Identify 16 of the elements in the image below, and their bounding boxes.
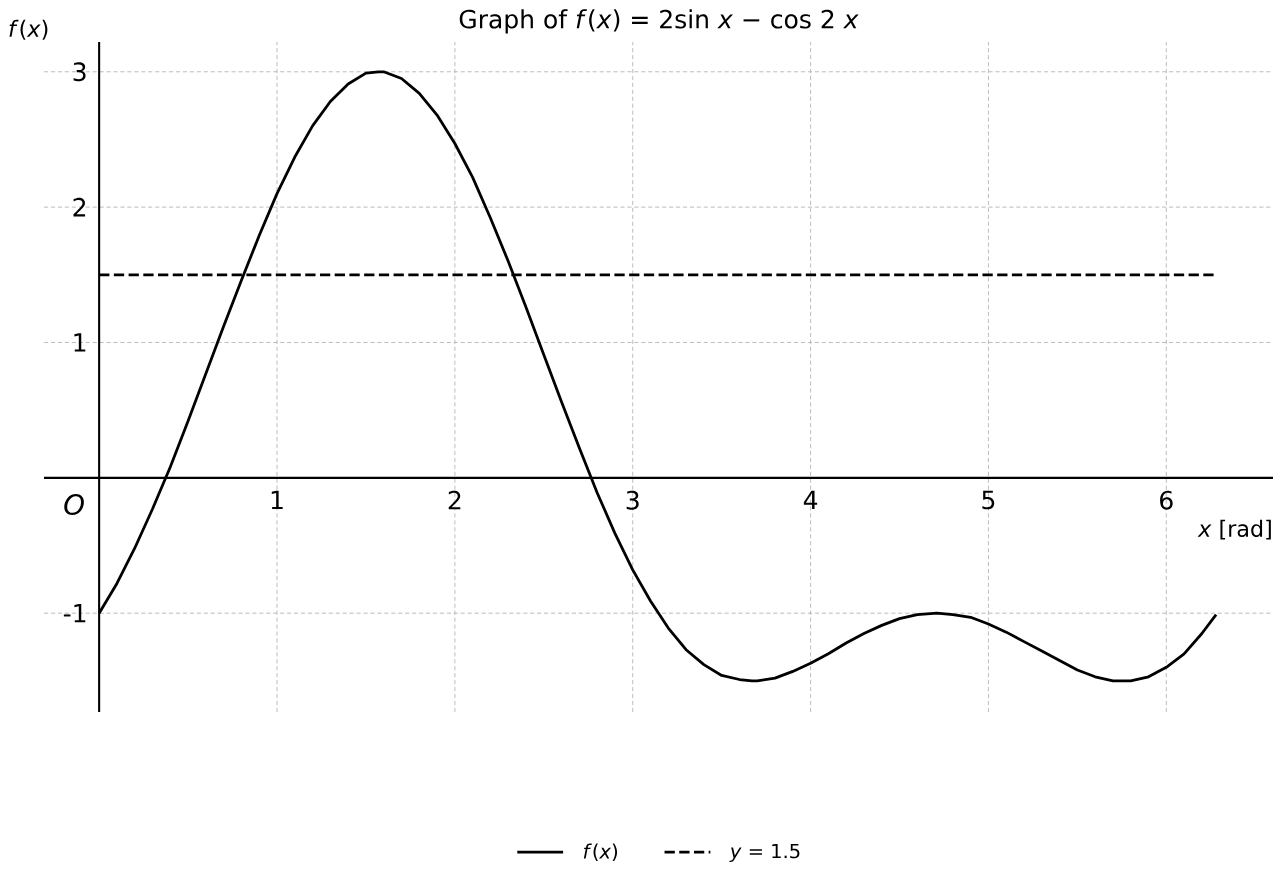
x-tick-label: 2 — [448, 490, 461, 510]
x-tick-label: 3 — [626, 490, 639, 510]
y-tick-label: 3 — [73, 62, 86, 82]
x-tick-label: 5 — [982, 490, 995, 510]
y-axis-title: f(x) — [9, 19, 48, 40]
y-tick-label: -1 — [63, 604, 86, 623]
y-tick-label: 1 — [74, 333, 86, 352]
x-tick-label: 1 — [271, 490, 283, 510]
x-axis-title: x [rad] — [1197, 519, 1271, 540]
annotation: O — [64, 494, 84, 516]
legend-label: y = 1.5 — [729, 843, 800, 863]
legend-label: f(x) — [583, 843, 618, 861]
x-tick-label: 4 — [803, 490, 818, 510]
chart-title: Graph of f(x) = 2sin x − cos 2 x — [459, 9, 859, 34]
y-tick-label: 2 — [73, 197, 86, 217]
x-tick-label: 6 — [1160, 490, 1173, 510]
